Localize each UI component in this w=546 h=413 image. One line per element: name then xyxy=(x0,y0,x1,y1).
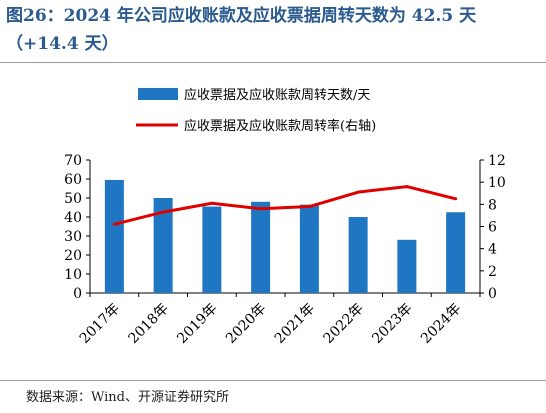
right-tick-label: 6 xyxy=(488,220,497,236)
line-series xyxy=(112,185,458,226)
x-tick-label: 2019年 xyxy=(174,301,220,347)
right-tick-label: 12 xyxy=(488,153,506,169)
right-tick-label: 0 xyxy=(488,286,497,302)
top-divider xyxy=(0,62,546,63)
left-tick-label: 20 xyxy=(64,248,82,264)
line-point xyxy=(356,190,360,194)
legend-bar-label: 应收票据及应收账款周转天数/天 xyxy=(184,87,370,103)
right-tick-label: 10 xyxy=(488,175,506,191)
source-note: 数据来源：Wind、开源证券研究所 xyxy=(26,390,229,405)
bar xyxy=(348,217,368,293)
left-tick-label: 30 xyxy=(64,229,82,245)
right-tick-label: 4 xyxy=(488,242,497,258)
line-point xyxy=(259,207,263,211)
bar xyxy=(202,206,222,293)
legend: 应收票据及应收账款周转天数/天 应收票据及应收账款周转率(右轴) xyxy=(136,87,376,134)
legend-bar-swatch xyxy=(138,88,178,100)
x-tick-label: 2020年 xyxy=(223,301,269,347)
bar xyxy=(104,179,124,293)
left-tick-label: 0 xyxy=(73,286,82,302)
x-tick-label: 2024年 xyxy=(418,301,464,347)
left-tick-label: 60 xyxy=(64,172,82,188)
bar-series xyxy=(104,179,466,293)
bottom-divider xyxy=(0,380,546,381)
left-tick-label: 40 xyxy=(64,210,82,226)
right-tick-label: 8 xyxy=(488,197,497,213)
right-tick-label: 2 xyxy=(488,264,497,280)
left-tick-label: 50 xyxy=(64,191,82,207)
x-tick-label: 2022年 xyxy=(321,301,367,347)
x-tick-label: 2023年 xyxy=(369,301,415,347)
line-point xyxy=(307,205,311,209)
line-point xyxy=(210,201,214,205)
x-tick-label: 2017年 xyxy=(77,301,123,347)
bar xyxy=(397,239,417,293)
chart-title: 图26：2024 年公司应收账款及应收票据周转天数为 42.5 天（+14.4 … xyxy=(6,6,477,54)
bar xyxy=(446,212,466,293)
bar xyxy=(299,204,319,293)
axes xyxy=(86,159,484,297)
left-tick-label: 70 xyxy=(64,153,82,169)
line-point xyxy=(161,210,165,214)
line-point xyxy=(405,185,409,189)
x-tick-label: 2021年 xyxy=(272,301,318,347)
line-point xyxy=(454,197,458,201)
x-tick-label: 2018年 xyxy=(126,301,172,347)
bar xyxy=(153,198,173,293)
chart-area: 应收票据及应收账款周转天数/天 应收票据及应收账款周转率(右轴) 0102030… xyxy=(64,87,506,347)
bar xyxy=(251,201,271,293)
left-tick-label: 10 xyxy=(64,267,82,283)
line-path xyxy=(114,185,456,226)
line-point xyxy=(112,222,116,226)
legend-line-label: 应收票据及应收账款周转率(右轴) xyxy=(184,118,376,134)
